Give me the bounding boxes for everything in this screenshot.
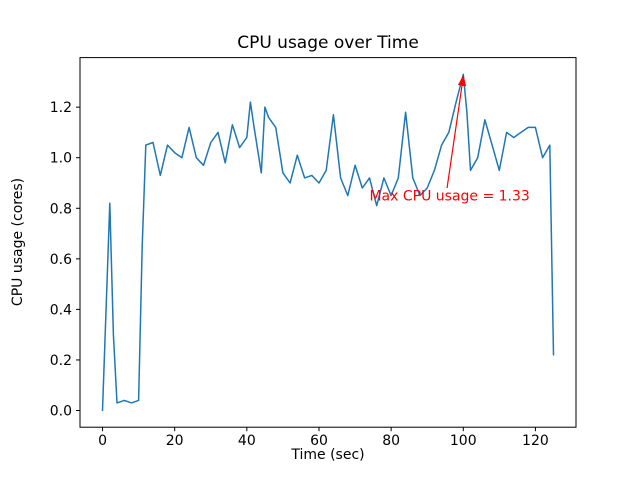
plot-frame bbox=[79, 57, 577, 428]
x-tick-label: 80 bbox=[382, 433, 400, 449]
y-tick-label: 0.4 bbox=[50, 302, 72, 318]
y-axis-label: CPU usage (cores) bbox=[10, 177, 26, 307]
max-annotation-arrow bbox=[446, 75, 467, 189]
max-annotation-text: Max CPU usage = 1.33 bbox=[369, 189, 529, 205]
x-tick-label: 40 bbox=[238, 433, 256, 449]
x-tick-label: 0 bbox=[98, 433, 107, 449]
y-tick-label: 0.0 bbox=[50, 404, 72, 420]
y-tick-label: 0.8 bbox=[50, 201, 72, 217]
chart-title: CPU usage over Time bbox=[237, 33, 419, 53]
y-tick-label: 1.0 bbox=[50, 151, 72, 167]
y-tick-label: 0.6 bbox=[50, 252, 72, 268]
y-tick-label: 0.2 bbox=[50, 353, 72, 369]
cpu-usage-line bbox=[101, 73, 555, 412]
x-axis-label: Time (sec) bbox=[291, 447, 365, 463]
x-tick-label: 20 bbox=[166, 433, 184, 449]
x-tick-label: 60 bbox=[310, 433, 328, 449]
y-tick-label: 1.2 bbox=[50, 100, 72, 116]
x-tick-label: 100 bbox=[450, 433, 477, 449]
x-tick-label: 120 bbox=[522, 433, 549, 449]
